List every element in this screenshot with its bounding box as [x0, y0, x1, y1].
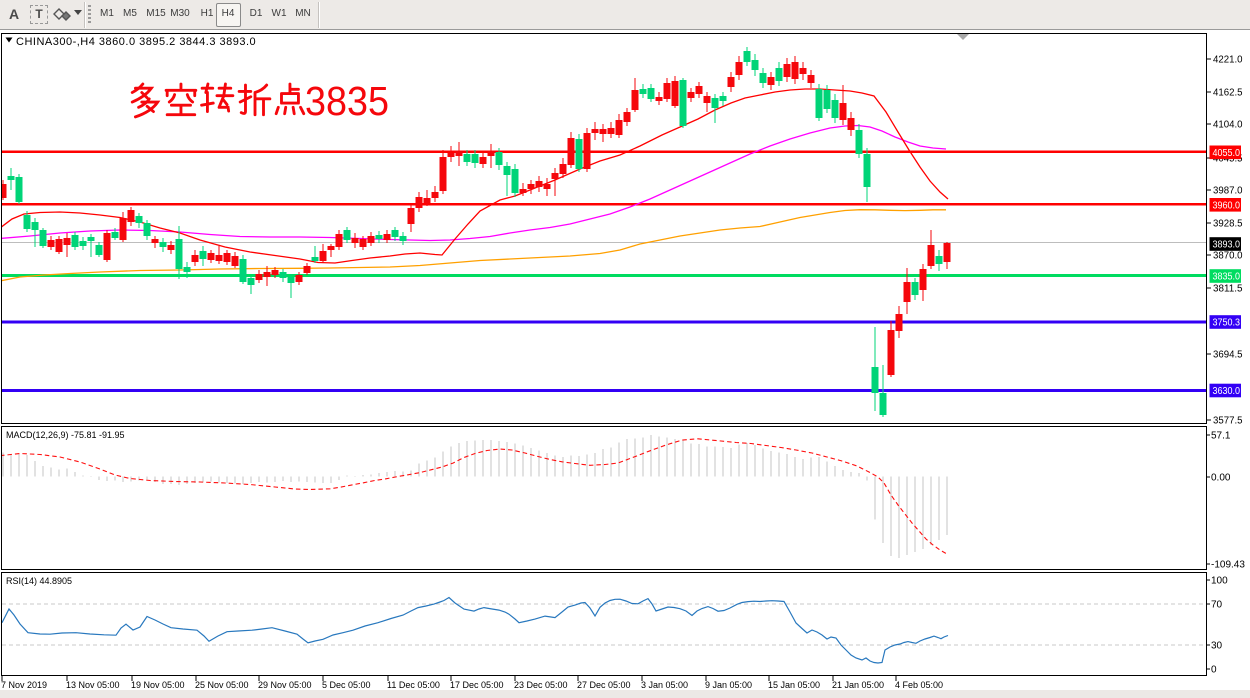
svg-text:19 Nov 05:00: 19 Nov 05:00: [131, 680, 185, 690]
svg-text:5 Dec 05:00: 5 Dec 05:00: [322, 680, 371, 690]
svg-text:100: 100: [1211, 576, 1228, 587]
svg-text:3987.0: 3987.0: [1213, 186, 1243, 197]
svg-text:3835: 3835: [305, 78, 389, 124]
svg-text:70: 70: [1211, 600, 1223, 611]
svg-text:3893.0: 3893.0: [1213, 240, 1241, 251]
svg-text:3928.5: 3928.5: [1213, 219, 1243, 230]
svg-text:17 Dec 05:00: 17 Dec 05:00: [450, 680, 504, 690]
svg-text:27 Dec 05:00: 27 Dec 05:00: [577, 680, 631, 690]
svg-text:4055.0: 4055.0: [1213, 148, 1241, 159]
svg-text:3835.0: 3835.0: [1213, 272, 1241, 283]
svg-text:4221.0: 4221.0: [1213, 55, 1243, 66]
svg-text:21 Jan 05:00: 21 Jan 05:00: [832, 680, 884, 690]
svg-text:-109.43: -109.43: [1211, 560, 1245, 571]
svg-text:4162.5: 4162.5: [1213, 88, 1243, 99]
svg-text:23 Dec 05:00: 23 Dec 05:00: [514, 680, 568, 690]
svg-text:4 Feb 05:00: 4 Feb 05:00: [895, 680, 943, 690]
svg-text:3811.5: 3811.5: [1213, 284, 1243, 295]
svg-text:4104.0: 4104.0: [1213, 120, 1243, 131]
svg-text:9 Jan 05:00: 9 Jan 05:00: [705, 680, 752, 690]
svg-text:3630.0: 3630.0: [1213, 386, 1241, 397]
svg-text:3960.0: 3960.0: [1213, 200, 1241, 211]
svg-text:3577.5: 3577.5: [1213, 416, 1243, 427]
svg-text:3870.0: 3870.0: [1213, 251, 1243, 262]
svg-text:25 Nov 05:00: 25 Nov 05:00: [195, 680, 249, 690]
svg-text:3750.3: 3750.3: [1213, 318, 1241, 329]
svg-text:3694.5: 3694.5: [1213, 350, 1243, 361]
svg-text:15 Jan 05:00: 15 Jan 05:00: [768, 680, 820, 690]
svg-text:7 Nov 2019: 7 Nov 2019: [1, 680, 47, 690]
svg-text:57.1: 57.1: [1211, 431, 1231, 442]
svg-text:RSI(14) 44.8905: RSI(14) 44.8905: [6, 576, 72, 586]
svg-text:3 Jan 05:00: 3 Jan 05:00: [641, 680, 688, 690]
svg-text:11 Dec 05:00: 11 Dec 05:00: [387, 680, 440, 690]
svg-text:13 Nov 05:00: 13 Nov 05:00: [66, 680, 120, 690]
svg-text:MACD(12,26,9) -75.81 -91.95: MACD(12,26,9) -75.81 -91.95: [6, 430, 125, 440]
svg-text:29 Nov 05:00: 29 Nov 05:00: [258, 680, 312, 690]
svg-text:CHINA300-,H4 3860.0 3895.2 38: CHINA300-,H4 3860.0 3895.2 3844.3 3893.0: [16, 36, 256, 48]
svg-text:30: 30: [1211, 641, 1223, 652]
svg-text:0: 0: [1211, 665, 1217, 676]
svg-text:0.00: 0.00: [1211, 473, 1231, 484]
